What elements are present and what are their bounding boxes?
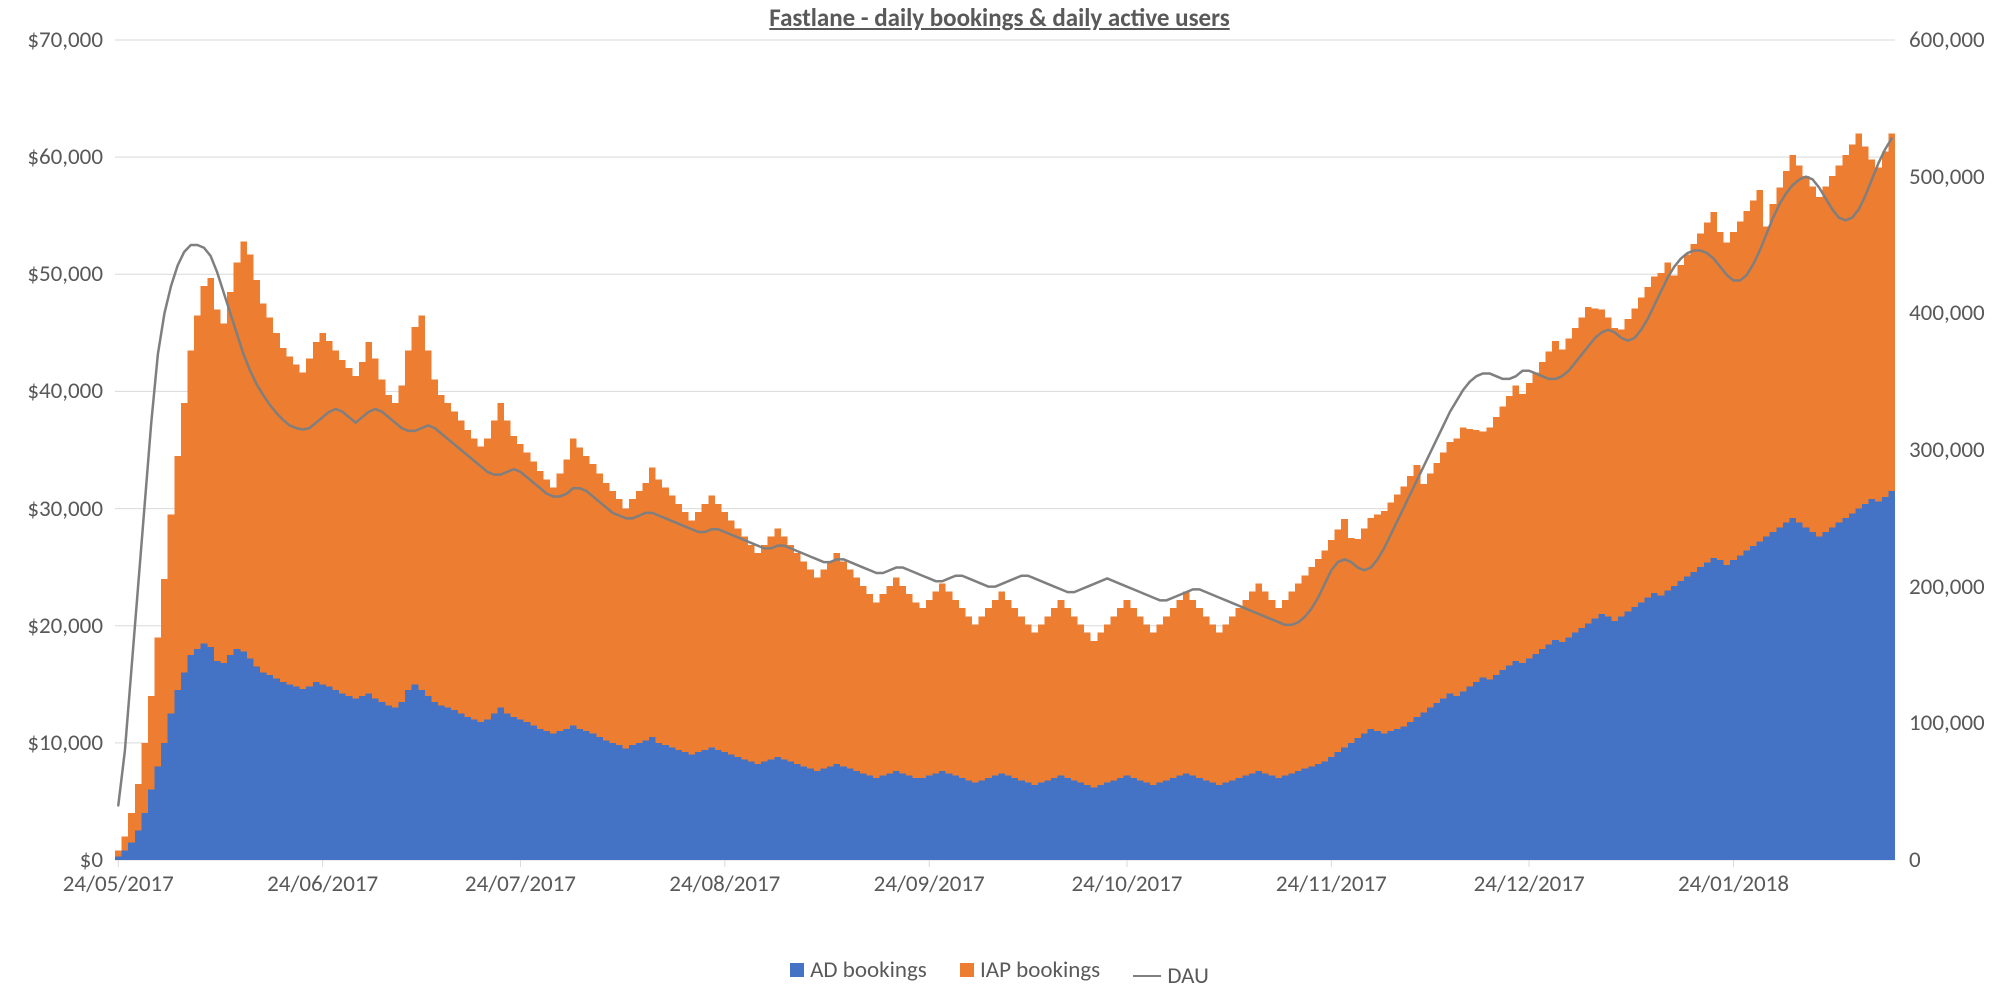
legend-swatch-ad <box>790 963 804 977</box>
legend-item-dau: DAU <box>1133 962 1209 990</box>
legend-label-ad: AD bookings <box>810 956 927 984</box>
legend-label-iap: IAP bookings <box>980 956 1100 984</box>
legend-item-ad: AD bookings <box>790 956 927 984</box>
chart-container: Fastlane - daily bookings & daily active… <box>0 0 1999 1000</box>
legend-label-dau: DAU <box>1167 962 1209 990</box>
legend: AD bookings IAP bookings DAU <box>0 956 1999 990</box>
legend-swatch-dau <box>1133 975 1161 977</box>
legend-item-iap: IAP bookings <box>960 956 1100 984</box>
chart-plot-area <box>0 0 1999 1000</box>
chart-title: Fastlane - daily bookings & daily active… <box>0 2 1999 33</box>
legend-swatch-iap <box>960 963 974 977</box>
